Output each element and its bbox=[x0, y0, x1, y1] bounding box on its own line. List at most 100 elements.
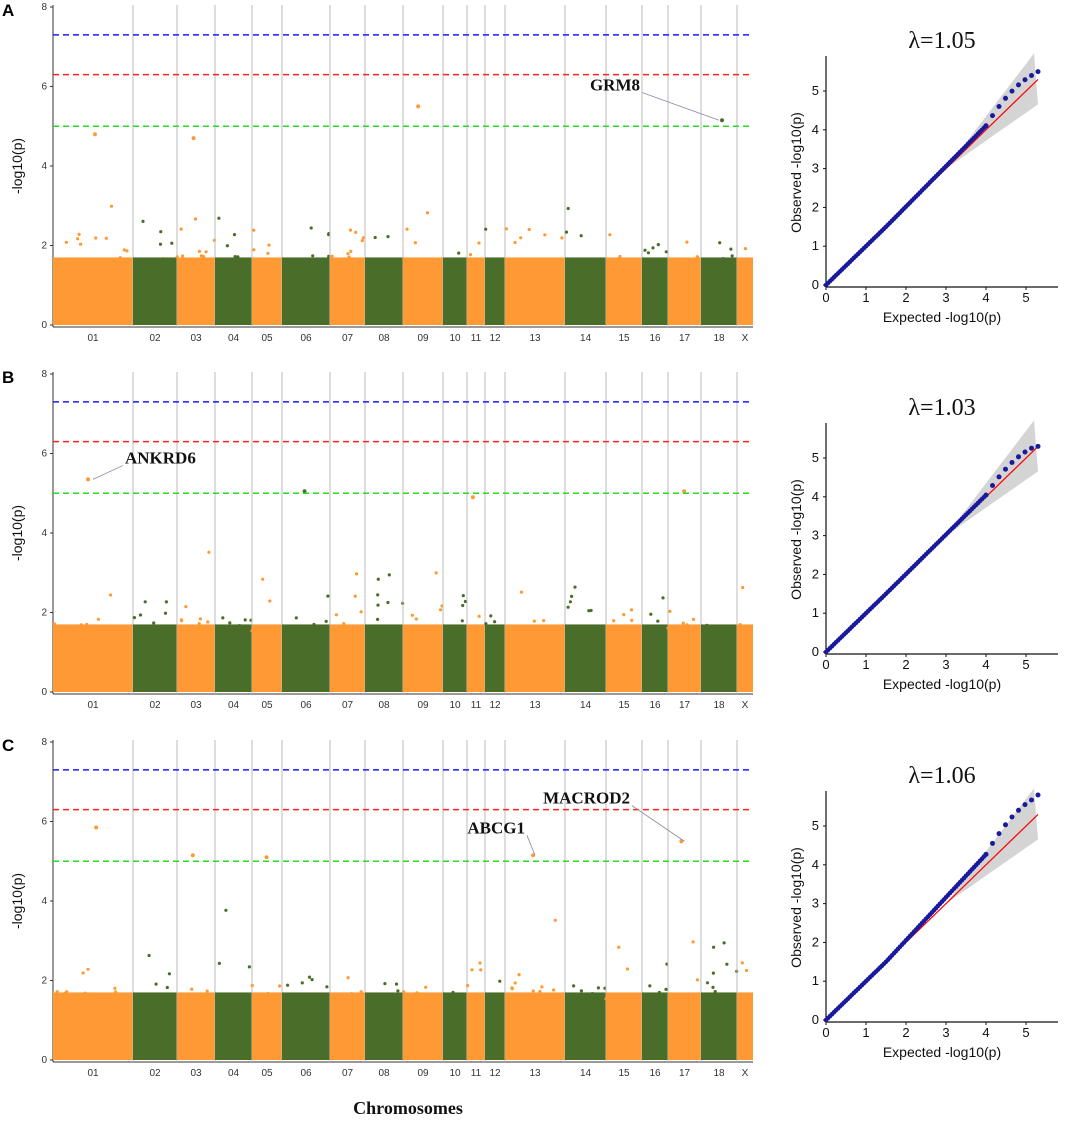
snp-point bbox=[197, 249, 201, 253]
dense-snp-block bbox=[252, 257, 282, 325]
chromosome-09-points bbox=[403, 571, 444, 692]
y-tick-label: 0 bbox=[41, 1055, 47, 1066]
snp-point bbox=[513, 981, 517, 985]
chromosome-label: 04 bbox=[228, 700, 240, 711]
snp-point bbox=[522, 259, 526, 263]
gene-annotation-label: ABCG1 bbox=[467, 818, 525, 837]
snp-point bbox=[110, 258, 114, 262]
chromosome-02-points bbox=[133, 953, 177, 1060]
snp-point bbox=[682, 257, 686, 261]
snp-point bbox=[310, 978, 314, 982]
snp-point bbox=[656, 619, 660, 623]
snp-point bbox=[206, 620, 210, 624]
snp-point bbox=[649, 612, 653, 616]
snp-point bbox=[261, 577, 265, 581]
qq-x-tick-label: 0 bbox=[822, 657, 829, 672]
chromosome-label: 18 bbox=[713, 1068, 725, 1079]
top-hit-point bbox=[682, 489, 687, 494]
snp-point bbox=[615, 996, 620, 1000]
dense-snp-block bbox=[505, 624, 565, 692]
chromosome-12-points bbox=[485, 979, 505, 1060]
snp-point bbox=[266, 991, 270, 996]
snp-point bbox=[102, 626, 106, 630]
chromosome-14-points bbox=[565, 984, 607, 1060]
annotation-leader-line bbox=[92, 465, 124, 480]
snp-point bbox=[300, 981, 304, 985]
snp-point bbox=[309, 226, 313, 230]
chromosome-13-points bbox=[504, 227, 565, 325]
chromosome-18-points bbox=[701, 941, 739, 1060]
dense-snp-block bbox=[467, 257, 485, 325]
qq-x-tick-label: 3 bbox=[942, 1025, 949, 1040]
snp-point bbox=[228, 621, 232, 625]
chromosome-label: 01 bbox=[87, 700, 99, 711]
gene-annotation-label: GRM8 bbox=[590, 75, 640, 94]
snp-point bbox=[311, 254, 315, 258]
qq-y-tick-label: 5 bbox=[812, 818, 819, 833]
snp-point bbox=[94, 236, 98, 240]
top-hit-point bbox=[302, 489, 307, 494]
chromosome-label: 04 bbox=[228, 1068, 240, 1079]
qq-tail-point bbox=[1016, 82, 1021, 88]
snp-point bbox=[373, 235, 377, 240]
qq-y-tick-label: 2 bbox=[812, 934, 819, 949]
snp-point bbox=[648, 984, 652, 988]
qq-x-tick-label: 2 bbox=[902, 290, 909, 305]
qq-x-tick-label: 1 bbox=[862, 657, 869, 672]
snp-point bbox=[457, 251, 461, 255]
top-hit-point bbox=[470, 495, 475, 500]
dense-snp-block bbox=[443, 992, 467, 1060]
snp-point bbox=[388, 998, 392, 1002]
snp-point bbox=[343, 998, 347, 1002]
chromosome-label: 01 bbox=[87, 333, 99, 344]
chromosome-label: 12 bbox=[489, 333, 501, 344]
snp-point bbox=[590, 992, 594, 996]
snp-point bbox=[510, 986, 514, 990]
chromosome-10-points bbox=[443, 251, 467, 325]
snp-point bbox=[113, 986, 117, 990]
dense-snp-block bbox=[133, 992, 177, 1060]
chromosome-label: 07 bbox=[342, 1068, 354, 1079]
snp-point bbox=[141, 219, 145, 223]
snp-point bbox=[409, 998, 413, 1002]
snp-point bbox=[125, 249, 129, 253]
snp-point bbox=[527, 227, 531, 232]
qq-confidence-band bbox=[946, 420, 1038, 536]
qq-y-tick-label: 0 bbox=[812, 644, 819, 659]
snp-point bbox=[579, 989, 584, 993]
chromosome-label: 17 bbox=[679, 1068, 691, 1079]
chromosome-label: 02 bbox=[149, 1068, 161, 1079]
dense-snp-block bbox=[53, 257, 133, 325]
y-tick-label: 6 bbox=[41, 449, 47, 460]
chromosome-12-points bbox=[484, 227, 505, 325]
dense-snp-block bbox=[215, 624, 252, 692]
dense-snp-block bbox=[565, 992, 606, 1060]
manhattan-y-axis-label: -log10(p) bbox=[9, 873, 25, 929]
qq-tail-point bbox=[996, 104, 1002, 109]
snp-point bbox=[86, 967, 90, 971]
chromosomes-axis-title: Chromosomes bbox=[353, 1098, 463, 1118]
snp-point bbox=[399, 996, 403, 1000]
snp-point bbox=[424, 985, 428, 989]
snp-point bbox=[132, 616, 136, 620]
snp-point bbox=[231, 992, 235, 997]
annotation-leader-line bbox=[526, 835, 536, 856]
dense-snp-block bbox=[668, 624, 701, 692]
snp-point bbox=[545, 626, 549, 631]
snp-point bbox=[203, 260, 207, 264]
snp-point bbox=[317, 996, 322, 1000]
snp-point bbox=[713, 990, 717, 994]
chromosome-06-points bbox=[282, 594, 330, 692]
dense-snp-block bbox=[668, 992, 701, 1060]
snp-point bbox=[109, 593, 113, 597]
snp-point bbox=[491, 629, 495, 634]
snp-point bbox=[355, 572, 359, 576]
snp-point bbox=[222, 627, 226, 631]
snp-point bbox=[477, 241, 481, 245]
chromosome-label: 03 bbox=[190, 700, 202, 711]
snp-point bbox=[721, 257, 725, 261]
snp-point bbox=[386, 235, 390, 239]
snp-point bbox=[122, 248, 126, 252]
chromosome-label: X bbox=[742, 333, 749, 344]
snp-point bbox=[643, 248, 647, 252]
